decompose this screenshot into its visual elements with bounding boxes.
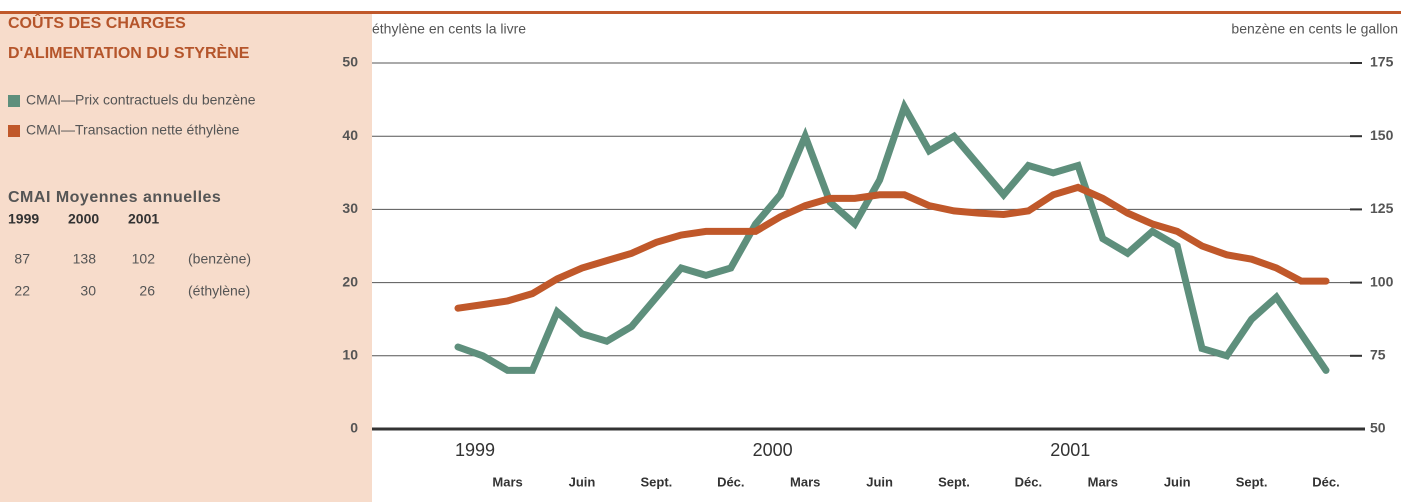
y2-tick-label: 175 bbox=[1370, 54, 1394, 70]
legend-swatch bbox=[8, 125, 20, 137]
top-rule bbox=[0, 11, 1401, 14]
table-cell: 30 bbox=[80, 283, 96, 299]
y-tick-label: 20 bbox=[342, 273, 358, 289]
x-tick-label: Juin bbox=[1164, 474, 1191, 489]
table-row-label: (benzène) bbox=[188, 251, 251, 267]
x-tick-label: Mars bbox=[1088, 474, 1118, 489]
x-tick-label: Mars bbox=[492, 474, 522, 489]
line-series bbox=[454, 183, 1330, 312]
x-tick-label: Déc. bbox=[1015, 474, 1042, 489]
x-tick-label: Déc. bbox=[717, 474, 744, 489]
y-tick-label: 50 bbox=[342, 54, 358, 70]
y-axis-label: éthylène en cents la livre bbox=[372, 21, 526, 37]
side-panel bbox=[0, 14, 372, 502]
y2-tick-label: 100 bbox=[1370, 273, 1394, 289]
line-series bbox=[454, 98, 1330, 374]
y-tick-label: 0 bbox=[350, 420, 358, 436]
y2-tick-label: 150 bbox=[1370, 127, 1394, 143]
y2-tick-label: 50 bbox=[1370, 420, 1386, 436]
y2-tick-label: 75 bbox=[1370, 347, 1386, 363]
x-tick-label: Sept. bbox=[938, 474, 970, 489]
table-column: 1999 bbox=[8, 211, 39, 227]
x-tick-label: Juin bbox=[866, 474, 893, 489]
table-column: 2001 bbox=[128, 211, 159, 227]
table-cell: 26 bbox=[139, 283, 155, 299]
legend-swatch bbox=[8, 95, 20, 107]
y2-tick-label: 125 bbox=[1370, 200, 1394, 216]
chart-title: COÛTS DES CHARGES bbox=[8, 13, 186, 32]
x-tick-label: Sept. bbox=[1236, 474, 1268, 489]
x-year-label: 2001 bbox=[1050, 440, 1090, 460]
table-column: 2000 bbox=[68, 211, 99, 227]
y-tick-label: 10 bbox=[342, 347, 358, 363]
x-tick-label: Mars bbox=[790, 474, 820, 489]
chart-title: D'ALIMENTATION DU STYRÈNE bbox=[8, 43, 250, 62]
x-tick-label: Déc. bbox=[1312, 474, 1339, 489]
table-row-label: (éthylène) bbox=[188, 283, 250, 299]
legend-label: CMAI—Prix contractuels du benzène bbox=[26, 92, 256, 108]
x-year-label: 1999 bbox=[455, 440, 495, 460]
table-cell: 138 bbox=[73, 251, 97, 267]
table-cell: 87 bbox=[14, 251, 30, 267]
table-cell: 102 bbox=[132, 251, 156, 267]
x-tick-label: Sept. bbox=[641, 474, 673, 489]
table-title: CMAI Moyennes annuelles bbox=[8, 189, 221, 206]
table-cell: 22 bbox=[14, 283, 30, 299]
x-year-label: 2000 bbox=[753, 440, 793, 460]
legend-label: CMAI—Transaction nette éthylène bbox=[26, 122, 240, 138]
y-tick-label: 30 bbox=[342, 200, 358, 216]
y-tick-label: 40 bbox=[342, 127, 358, 143]
y2-axis-label: benzène en cents le gallon bbox=[1231, 21, 1398, 37]
x-tick-label: Juin bbox=[569, 474, 596, 489]
